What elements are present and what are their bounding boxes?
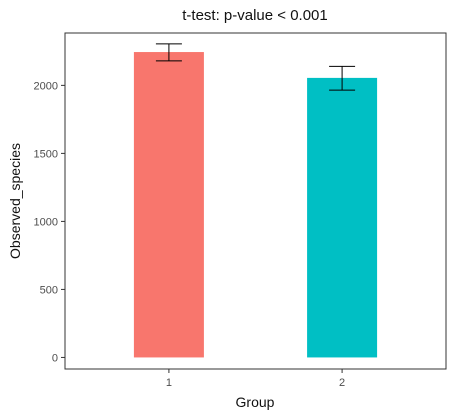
plot-panel-border bbox=[64, 32, 447, 370]
x-axis-title: Group bbox=[236, 394, 275, 410]
y-tick-label: 500 bbox=[40, 284, 58, 296]
y-axis: 0 500 1000 1500 2000 bbox=[34, 80, 65, 364]
bars-layer bbox=[133, 52, 378, 358]
x-tick-label: 2 bbox=[339, 377, 345, 389]
y-axis-title: Observed_species bbox=[7, 143, 23, 259]
chart-title: t-test: p-value < 0.001 bbox=[182, 7, 328, 24]
bar-group-1 bbox=[133, 52, 204, 358]
x-tick-label: 1 bbox=[166, 377, 172, 389]
y-tick-label: 2000 bbox=[34, 80, 58, 92]
y-tick-label: 0 bbox=[52, 352, 58, 364]
y-tick-label: 1500 bbox=[34, 148, 58, 160]
bar-group-2 bbox=[307, 77, 378, 358]
y-tick-label: 1000 bbox=[34, 216, 58, 228]
error-bars-layer bbox=[155, 43, 356, 91]
